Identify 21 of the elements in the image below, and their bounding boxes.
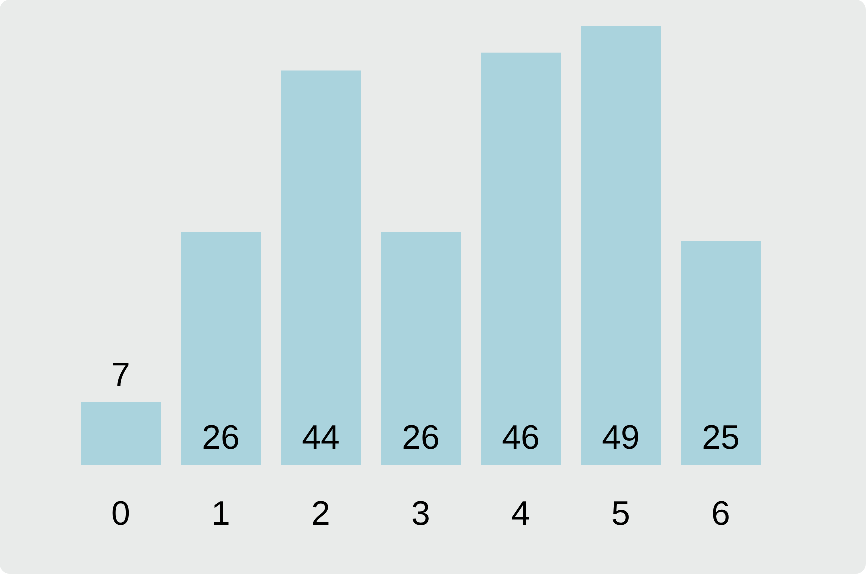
x-tick-label: 2 <box>312 495 330 533</box>
bar <box>481 52 561 465</box>
bar <box>381 232 461 465</box>
bar <box>81 402 161 465</box>
bar <box>681 241 761 465</box>
bar <box>581 26 661 465</box>
x-tick-label: 0 <box>112 495 130 533</box>
x-tick-label: 3 <box>412 495 430 533</box>
x-tick-label: 6 <box>712 495 730 533</box>
data-label: 25 <box>702 419 740 457</box>
x-tick-label: 5 <box>612 495 630 533</box>
x-tick-label: 4 <box>512 495 530 533</box>
x-tick-label: 1 <box>212 495 230 533</box>
data-label: 26 <box>202 419 240 457</box>
data-label: 46 <box>502 419 540 457</box>
bar <box>181 232 261 465</box>
data-label: 49 <box>602 419 640 457</box>
data-label: 44 <box>302 419 340 457</box>
data-label: 26 <box>402 419 440 457</box>
data-label: 7 <box>112 356 130 394</box>
bar <box>281 70 361 465</box>
